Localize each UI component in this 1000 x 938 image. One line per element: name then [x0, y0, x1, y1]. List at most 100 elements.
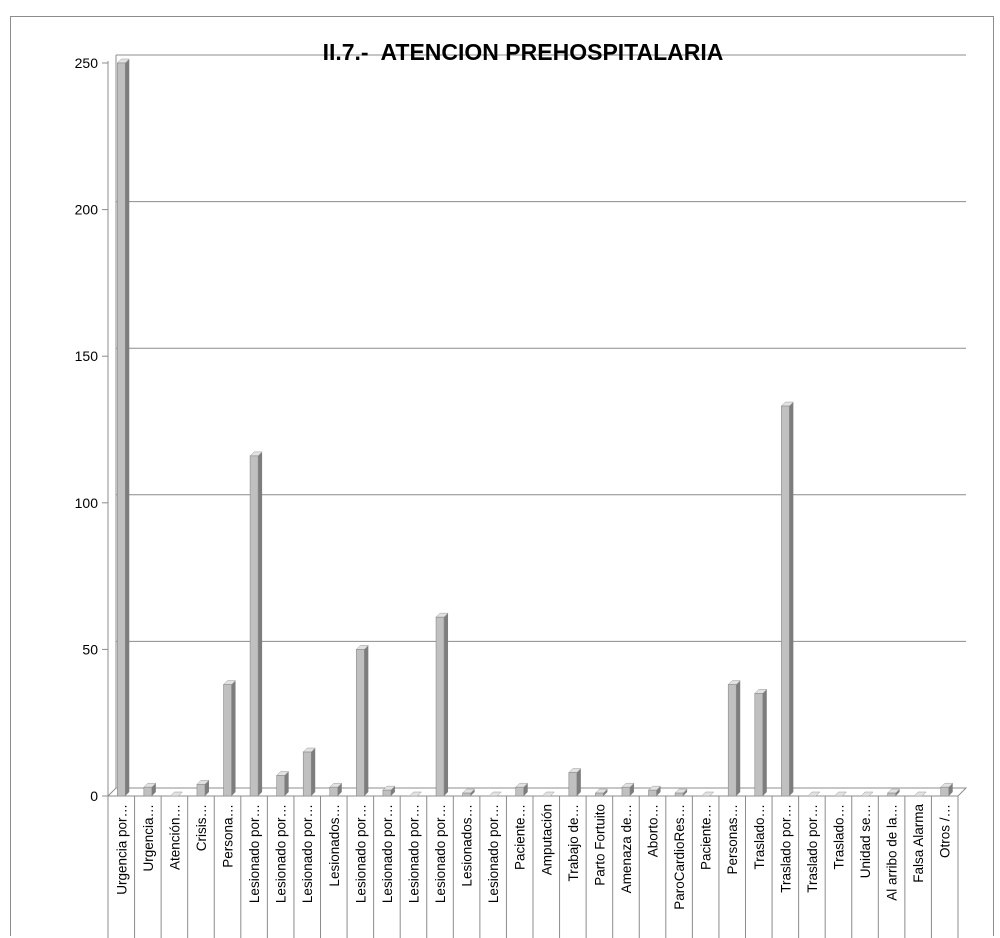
- bar-top: [860, 791, 874, 797]
- x-tick-label: Lesionado por…: [300, 804, 315, 903]
- bar-front: [329, 786, 339, 797]
- bar-side: [231, 680, 236, 796]
- bar: [940, 782, 954, 797]
- bar: [541, 791, 555, 797]
- x-tick-label: Lesionado por…: [274, 804, 289, 903]
- bar: [408, 791, 423, 797]
- bar-front: [196, 783, 206, 797]
- bar-side: [789, 402, 794, 796]
- x-tick-label: Lesionado por…: [247, 804, 262, 903]
- bar: [913, 791, 927, 797]
- x-tick-label: Lesionado por…: [486, 804, 501, 903]
- x-tick-label: Falsa Alarma: [911, 804, 926, 883]
- bar-side: [390, 786, 395, 796]
- y-tick-label: 100: [75, 495, 99, 511]
- x-tick-label: Traslado por…: [805, 804, 820, 893]
- bar-front: [515, 786, 525, 797]
- x-tick-label: Unidad se…: [858, 804, 873, 878]
- bar-side: [656, 786, 661, 796]
- x-tick-label: Atención…: [167, 804, 182, 870]
- bar-side: [895, 789, 900, 796]
- x-tick-label: Paciente…: [699, 804, 714, 870]
- bar-front: [356, 649, 365, 797]
- bar-top: [807, 791, 821, 797]
- bar-side: [603, 789, 608, 796]
- bar-front: [940, 786, 950, 797]
- x-tick-label: Paciente…: [513, 804, 528, 870]
- bar-side: [125, 59, 130, 796]
- bar-side: [576, 768, 581, 796]
- x-tick-label: Lesionado por…: [406, 804, 421, 903]
- bar: [727, 680, 741, 797]
- bar: [222, 680, 237, 797]
- bar: [515, 782, 529, 797]
- bar-front: [382, 789, 392, 797]
- bar-front: [621, 786, 631, 797]
- chart-frame: [10, 16, 994, 936]
- bar: [621, 782, 635, 797]
- x-tick-label: Traslado…: [831, 804, 846, 870]
- bar-front: [781, 405, 790, 797]
- bar: [780, 401, 794, 797]
- bar: [488, 791, 502, 797]
- bar-front: [887, 792, 896, 797]
- bar-front: [249, 455, 259, 797]
- x-tick-label: Personas…: [725, 804, 740, 875]
- chart-floor: [106, 787, 968, 797]
- y-tick-label: 150: [75, 348, 99, 364]
- bar: [594, 788, 609, 797]
- bar: [647, 785, 662, 797]
- bar-side: [762, 689, 767, 796]
- bar-side: [204, 780, 209, 796]
- bar: [276, 771, 290, 797]
- y-axis-ticks: 0 50 100 150 200 250: [75, 55, 99, 804]
- bar: [116, 58, 130, 797]
- bar-side: [258, 451, 263, 796]
- bar-front: [143, 786, 153, 797]
- bar-side: [470, 789, 475, 796]
- bar: [674, 788, 688, 797]
- bar-front: [276, 775, 285, 797]
- x-tick-label: Traslado…: [752, 804, 767, 870]
- bar-top: [408, 791, 423, 797]
- bar-front: [462, 792, 471, 797]
- bar: [355, 645, 369, 797]
- bar-top: [169, 791, 184, 797]
- bar-top: [701, 791, 715, 797]
- bar: [302, 747, 316, 797]
- x-tick-label: Trabajo de…: [566, 804, 581, 882]
- bar: [196, 780, 210, 797]
- x-tick-label: Traslado por…: [778, 804, 793, 893]
- gridlines: [102, 54, 968, 797]
- bar: [886, 788, 901, 797]
- bar-top: [913, 791, 927, 797]
- bar: [461, 788, 476, 797]
- y-tick-label: 50: [82, 641, 98, 657]
- bar-side: [284, 771, 289, 796]
- bar-top: [833, 791, 848, 797]
- y-tick-label: 200: [75, 202, 99, 218]
- bar: [860, 791, 874, 797]
- bar: [329, 782, 343, 797]
- x-tick-label: ParoCardioRes…: [672, 804, 687, 910]
- bar: [701, 791, 715, 797]
- x-tick-label: Urgencia por…: [114, 804, 129, 895]
- bar: [833, 791, 848, 797]
- bar-side: [364, 645, 369, 796]
- bar: [807, 791, 821, 797]
- chart-title: II.7.- ATENCION PREHOSPITALARIA: [323, 39, 724, 65]
- bar-front: [568, 772, 578, 797]
- bar: [435, 612, 449, 797]
- bar-side: [311, 748, 316, 796]
- x-tick-label: Lesionado por…: [380, 804, 395, 903]
- bar-front: [116, 62, 126, 797]
- y-tick-label: 250: [75, 55, 99, 71]
- x-tick-label: Lesionados…: [460, 804, 475, 887]
- bar-front: [595, 792, 604, 797]
- x-tick-label: Amenaza de…: [619, 804, 634, 893]
- x-tick-label: Persona…: [221, 804, 236, 868]
- bar: [169, 791, 184, 797]
- x-tick-label: Aborto…: [646, 804, 661, 857]
- bar: [382, 785, 396, 797]
